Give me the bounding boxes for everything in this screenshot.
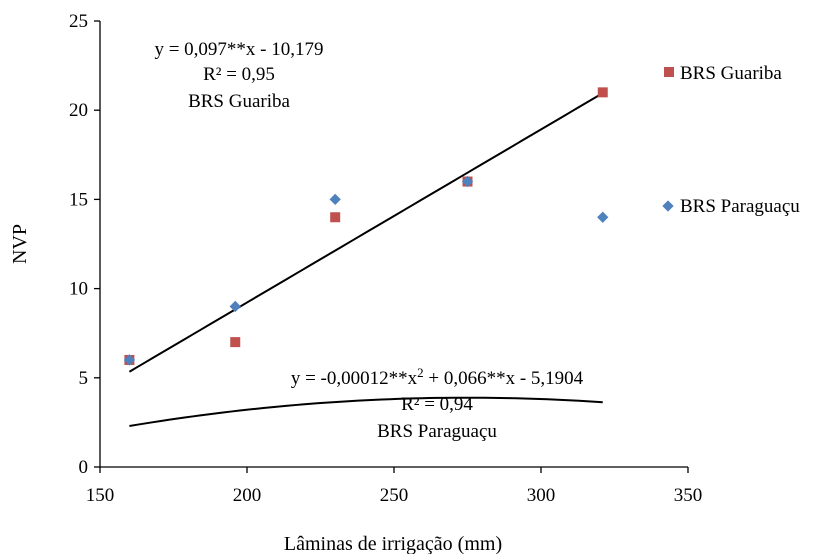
legend: BRS Guariba BRS Paraguaçu [662, 63, 800, 217]
legend-label-paraguacu: BRS Paraguaçu [680, 196, 800, 217]
paraguacu-eq-part-a: y = -0,00012**x [291, 368, 418, 389]
point-guariba [597, 87, 608, 98]
data-points [123, 87, 609, 366]
x-tick-label: 250 [380, 485, 409, 506]
y-tick-label: 15 [69, 189, 88, 210]
y-tick-label: 10 [69, 279, 88, 300]
y-tick-label: 0 [79, 457, 89, 478]
paraguacu-equation: y = -0,00012**x2 + 0,066**x - 5,1904 [291, 365, 584, 389]
x-axis-ticks: 150 200 250 300 350 [86, 467, 703, 506]
legend-marker-paraguacu [662, 200, 674, 212]
x-tick-label: 200 [233, 485, 262, 506]
legend-label-guariba: BRS Guariba [680, 63, 782, 84]
legend-marker-guariba [664, 67, 674, 77]
x-tick-label: 350 [674, 485, 703, 506]
y-tick-label: 25 [69, 11, 88, 32]
point-guariba [330, 212, 341, 223]
paraguacu-r2: R² = 0,94 [401, 394, 473, 415]
point-paraguacu [329, 193, 341, 206]
y-tick-label: 20 [69, 100, 88, 121]
guariba-r2: R² = 0,95 [203, 64, 275, 85]
trendline-quadratic [129, 396, 603, 427]
point-paraguacu [461, 175, 474, 188]
x-tick-label: 150 [86, 485, 115, 506]
y-tick-label: 5 [79, 368, 89, 389]
point-paraguacu [597, 211, 609, 223]
x-tick-label: 300 [527, 485, 556, 506]
x-axis-label: Lâminas de irrigação (mm) [284, 533, 502, 554]
trendline-linear [128, 92, 604, 373]
paraguacu-name-label: BRS Paraguaçu [377, 421, 497, 442]
point-guariba [230, 337, 241, 348]
guariba-equation: y = 0,097**x - 10,179 [154, 39, 323, 60]
paraguacu-eq-exponent: 2 [417, 365, 424, 380]
point-paraguacu [229, 300, 241, 313]
paraguacu-eq-part-b: + 0,066**x - 5,1904 [424, 368, 584, 389]
trendlines [128, 92, 604, 427]
guariba-name-label: BRS Guariba [188, 91, 290, 112]
y-axis-label: NVP [9, 224, 31, 264]
y-axis-ticks: 0 5 10 15 20 25 [69, 11, 100, 478]
